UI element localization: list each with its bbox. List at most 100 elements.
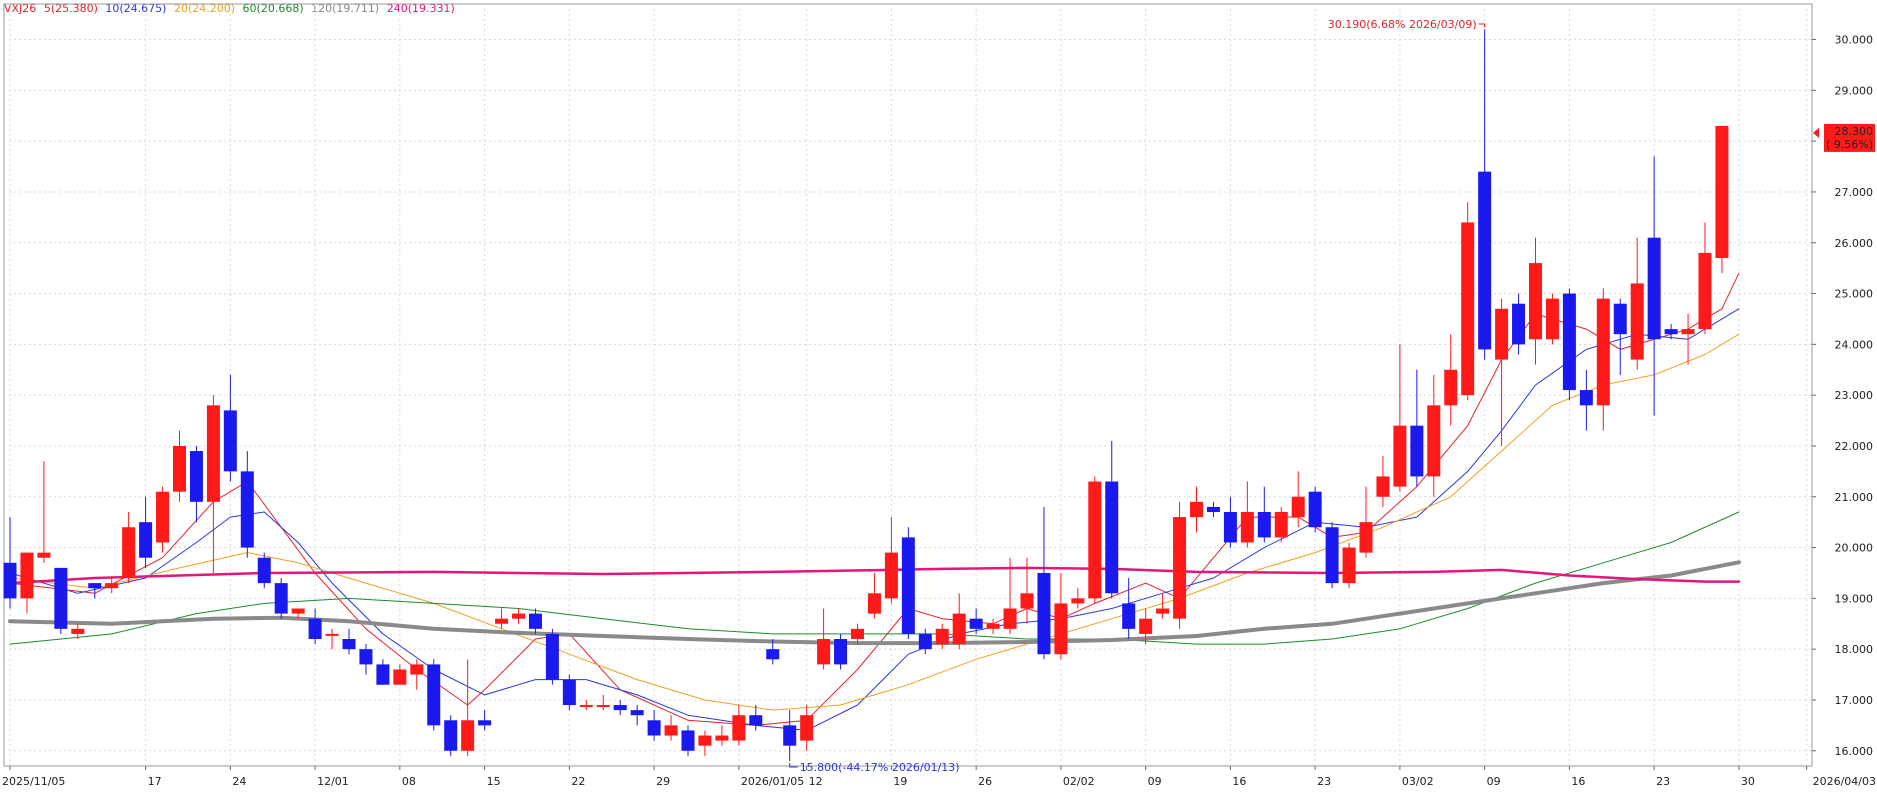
candle bbox=[1512, 293, 1526, 355]
legend: VXJ26 5(25.380) 10(24.675) 20(24.200) 60… bbox=[4, 2, 459, 15]
candle-body bbox=[1308, 491, 1322, 528]
candle-body bbox=[1257, 512, 1271, 538]
candle bbox=[647, 710, 661, 741]
candle-body bbox=[291, 608, 305, 614]
candle-body bbox=[1495, 308, 1509, 360]
candle-body bbox=[1291, 496, 1305, 518]
candle bbox=[1647, 156, 1661, 416]
candle bbox=[1393, 344, 1407, 492]
candle bbox=[223, 374, 237, 482]
candle-body bbox=[969, 618, 983, 629]
candle bbox=[156, 486, 170, 553]
legend-item-ma5: 5(25.380) bbox=[43, 2, 98, 15]
x-tick-label: 12 bbox=[809, 775, 823, 788]
candle bbox=[257, 552, 271, 589]
candle-body bbox=[545, 633, 559, 680]
candle bbox=[613, 699, 627, 716]
candle-body bbox=[1427, 405, 1441, 477]
candle-body bbox=[3, 562, 17, 599]
candle bbox=[461, 659, 475, 756]
current-price-value: 28.300 bbox=[1835, 125, 1874, 138]
candle-body bbox=[173, 445, 186, 492]
candle-body bbox=[274, 583, 288, 614]
x-tick-label: 2026/01/05 bbox=[741, 775, 804, 788]
candle-body bbox=[1190, 501, 1203, 518]
x-tick-label: 23 bbox=[1317, 775, 1331, 788]
y-tick-label: 22.000 bbox=[1835, 440, 1874, 453]
candle bbox=[1105, 440, 1119, 599]
x-axis: 2025/11/05 17 24 12/01 08 15 22 29 2026/01/05 12 1… bbox=[2, 766, 1876, 788]
candle-body bbox=[1630, 283, 1644, 360]
candle bbox=[783, 710, 797, 761]
candle-body bbox=[71, 628, 85, 634]
candle bbox=[596, 694, 610, 711]
x-tick-label: 16 bbox=[1571, 775, 1585, 788]
candle bbox=[393, 664, 407, 685]
candle bbox=[1529, 237, 1542, 365]
candle bbox=[3, 517, 17, 609]
candle bbox=[715, 725, 729, 746]
candle bbox=[1545, 293, 1559, 345]
candle bbox=[630, 705, 644, 726]
x-tick-label: 22 bbox=[571, 775, 585, 788]
candle-body bbox=[1156, 608, 1170, 614]
candle bbox=[71, 623, 85, 639]
candle bbox=[884, 517, 898, 604]
y-tick-label: 27.000 bbox=[1835, 186, 1874, 199]
y-tick-label: 19.000 bbox=[1835, 592, 1874, 605]
candle bbox=[240, 451, 254, 558]
candle-body bbox=[986, 623, 1000, 629]
candle-body bbox=[664, 725, 678, 736]
candle bbox=[952, 593, 966, 650]
candle-body bbox=[308, 618, 322, 639]
candle-body bbox=[901, 537, 915, 634]
candle-body bbox=[1393, 425, 1407, 487]
x-tick-label: 15 bbox=[487, 775, 501, 788]
candle-body bbox=[478, 720, 492, 726]
candle-body bbox=[1681, 329, 1695, 335]
candle-body bbox=[1240, 512, 1254, 543]
candle bbox=[325, 628, 339, 650]
x-tick-label: 23 bbox=[1656, 775, 1670, 788]
candle-body bbox=[952, 613, 966, 645]
x-tick-label: 17 bbox=[148, 775, 162, 788]
candle bbox=[681, 725, 695, 756]
current-price-change: ( 9.56%) bbox=[1826, 138, 1873, 151]
candle bbox=[732, 705, 746, 746]
candle-body bbox=[1478, 171, 1492, 350]
candle bbox=[376, 659, 390, 685]
candle bbox=[1579, 369, 1593, 431]
candle bbox=[495, 608, 509, 629]
candle bbox=[173, 430, 186, 502]
candle bbox=[1088, 476, 1102, 604]
ma-line-10 bbox=[9, 308, 1740, 731]
candle bbox=[851, 623, 864, 645]
candle-body bbox=[495, 618, 509, 624]
ma-line-20 bbox=[9, 333, 1740, 711]
candle-body bbox=[1562, 293, 1576, 391]
grid-lines bbox=[3, 3, 1813, 767]
candle bbox=[800, 705, 814, 751]
candle bbox=[749, 705, 763, 731]
candle bbox=[1613, 298, 1627, 375]
candle-body bbox=[427, 664, 441, 726]
candle-body bbox=[1529, 263, 1542, 340]
candle-body bbox=[783, 725, 797, 746]
current-price-tag: 28.300 ( 9.56%) bbox=[1813, 123, 1875, 152]
candle-body bbox=[139, 522, 153, 558]
candle bbox=[37, 461, 51, 563]
candle-body bbox=[1088, 481, 1102, 599]
candle-body bbox=[1037, 572, 1051, 655]
candle-body bbox=[732, 715, 746, 741]
candle-body bbox=[766, 649, 780, 660]
candle-body bbox=[1206, 506, 1220, 512]
candle-body bbox=[240, 471, 254, 548]
y-tick-label: 23.000 bbox=[1835, 389, 1874, 402]
candle bbox=[1206, 501, 1220, 518]
candle bbox=[1596, 288, 1610, 431]
candle bbox=[1630, 237, 1644, 370]
candle bbox=[1308, 486, 1322, 533]
y-tick-label: 30.000 bbox=[1835, 34, 1874, 47]
candle bbox=[274, 578, 288, 619]
